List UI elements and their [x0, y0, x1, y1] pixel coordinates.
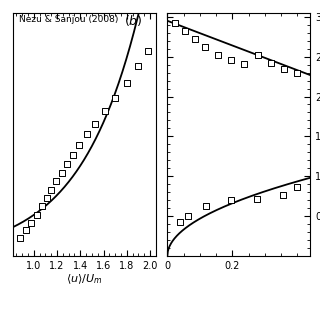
Point [102, 108, 107, 113]
Point [113, 96, 118, 101]
Point [53, 179, 58, 184]
Point [215, 52, 220, 58]
Point [85, 132, 90, 137]
Point [254, 196, 259, 201]
Point [35, 212, 40, 217]
Point [269, 60, 274, 66]
Text: Nezu & Sanjou (2008): Nezu & Sanjou (2008) [19, 15, 118, 24]
Point [23, 228, 28, 233]
Point [93, 121, 98, 126]
Point [71, 152, 76, 157]
Point [228, 57, 233, 62]
Text: $(b)$: $(b)$ [124, 13, 143, 28]
Point [202, 44, 207, 50]
Point [136, 64, 141, 69]
Point [76, 143, 82, 148]
Point [49, 187, 54, 192]
Point [59, 171, 64, 176]
Point [204, 203, 209, 208]
Point [280, 193, 285, 198]
Point [295, 185, 300, 190]
Point [228, 198, 233, 203]
Point [65, 162, 70, 167]
Point [178, 219, 183, 224]
Point [192, 36, 197, 42]
Point [145, 49, 150, 54]
Point [17, 236, 22, 241]
Point [44, 195, 49, 200]
Point [173, 20, 178, 26]
Point [282, 66, 287, 71]
Point [124, 80, 129, 85]
Point [241, 61, 246, 66]
X-axis label: $\langle u \rangle / U_m$: $\langle u \rangle / U_m$ [66, 272, 103, 286]
Point [256, 52, 261, 58]
Point [186, 213, 191, 219]
Point [183, 28, 188, 34]
Point [39, 203, 44, 208]
Point [29, 220, 34, 225]
Point [295, 70, 300, 75]
